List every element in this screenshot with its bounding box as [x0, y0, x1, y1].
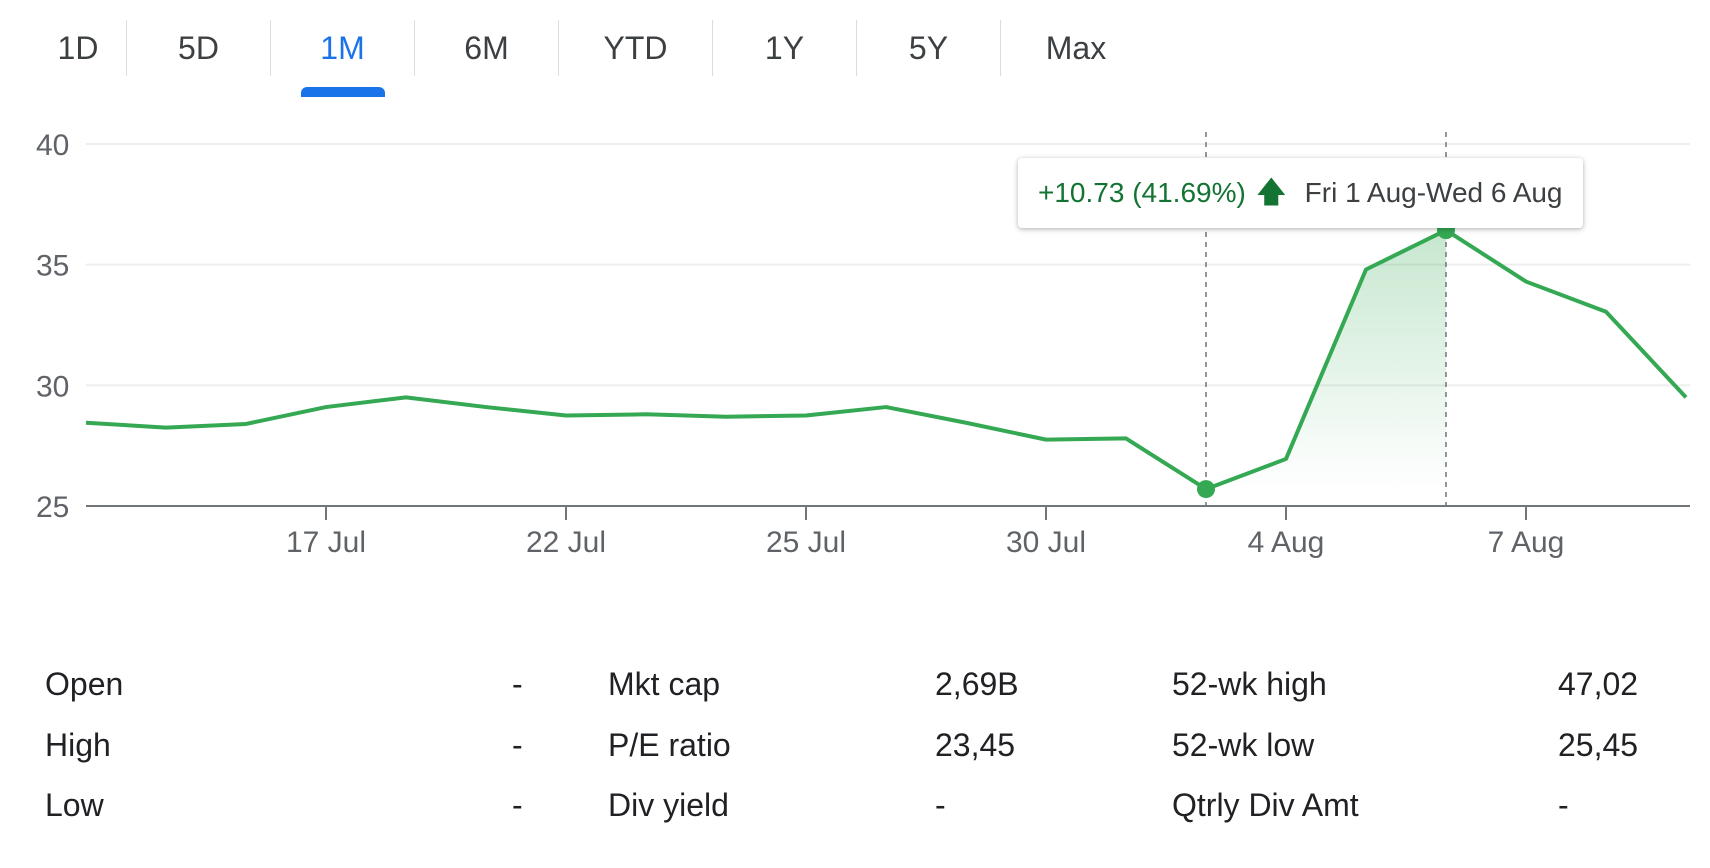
price-change: +10.73 (41.69%): [1038, 177, 1246, 208]
stat-label: High: [45, 727, 111, 763]
range-tabs: 1D 5D 1M 6M YTD 1Y 5Y Max: [30, 18, 1151, 97]
price-line: [85, 228, 1688, 492]
stats-row: Low - Div yield - Qtrly Div Amt -: [0, 787, 1710, 837]
tab-1y[interactable]: 1Y: [713, 18, 856, 78]
tab-divider: [270, 20, 271, 76]
tab-5d[interactable]: 5D: [127, 18, 270, 78]
stat-value: -: [512, 787, 523, 823]
stat-value: 2,69B: [935, 666, 1019, 702]
stat-label: Qtrly Div Amt: [1172, 787, 1359, 823]
x-tick-label: 30 Jul: [1006, 526, 1086, 559]
tab-label: 1Y: [764, 29, 805, 66]
x-tick-label: 7 Aug: [1488, 526, 1565, 559]
stat-label: P/E ratio: [608, 727, 731, 763]
stat-value: 47,02: [1558, 666, 1639, 702]
tab-divider: [712, 20, 713, 76]
x-tick-label: 4 Aug: [1248, 526, 1325, 559]
tab-max[interactable]: Max: [1001, 18, 1151, 78]
stat-value: -: [512, 727, 523, 763]
active-tab-indicator: [300, 87, 385, 97]
selection-tooltip: +10.73 (41.69%) 🡅 Fri 1 Aug-Wed 6 Aug: [1018, 158, 1583, 228]
tab-6m[interactable]: 6M: [415, 18, 558, 78]
stat-label: 52-wk low: [1172, 727, 1315, 763]
y-tick-label: 35: [36, 250, 69, 283]
x-tick-label: 17 Jul: [286, 526, 366, 559]
tab-divider: [414, 20, 415, 76]
tab-label: YTD: [603, 29, 668, 66]
stat-value: 25,45: [1558, 727, 1639, 763]
tab-ytd[interactable]: YTD: [559, 18, 712, 78]
stat-value: 23,45: [935, 727, 1016, 763]
stats-row: High - P/E ratio 23,45 52-wk low 25,45: [0, 727, 1710, 777]
tab-1d[interactable]: 1D: [30, 18, 126, 78]
tab-divider: [1000, 20, 1001, 76]
x-tick-label: 25 Jul: [766, 526, 846, 559]
stat-label: Open: [45, 666, 124, 702]
tab-label: Max: [1045, 29, 1107, 66]
stat-label: Low: [45, 787, 104, 823]
stat-value: -: [512, 666, 523, 702]
tab-label: 1D: [57, 29, 99, 66]
date-range: Fri 1 Aug-Wed 6 Aug: [1304, 177, 1563, 208]
stats-row: Open - Mkt cap 2,69B 52-wk high 47,02: [0, 666, 1710, 716]
tab-label: 6M: [464, 29, 509, 66]
stat-label: Mkt cap: [608, 666, 721, 702]
stat-value: -: [935, 787, 946, 823]
tab-divider: [558, 20, 559, 76]
y-tick-label: 25: [36, 491, 69, 524]
tab-label: 5D: [178, 29, 219, 66]
tab-label: 1M: [320, 29, 365, 66]
tab-5y[interactable]: 5Y: [857, 18, 1000, 78]
tab-label: 5Y: [908, 29, 949, 66]
tab-1m[interactable]: 1M: [271, 18, 414, 97]
y-tick-label: 40: [36, 129, 69, 162]
y-tick-label: 30: [36, 370, 69, 403]
arrow-up-icon: 🡅: [1255, 176, 1287, 209]
stat-value: -: [1558, 787, 1569, 823]
stat-label: 52-wk high: [1172, 666, 1327, 702]
x-tick-label: 22 Jul: [526, 526, 606, 559]
tab-divider: [856, 20, 857, 76]
selection-area: [1206, 230, 1446, 490]
stat-label: Div yield: [608, 787, 729, 823]
selection-point: [1197, 480, 1215, 499]
price-chart[interactable]: 25 30 35 40 17 Jul 22 Jul 25 Jul 30 Jul 4 Aug 7 A…: [0, 100, 1710, 620]
tab-divider: [126, 20, 127, 76]
